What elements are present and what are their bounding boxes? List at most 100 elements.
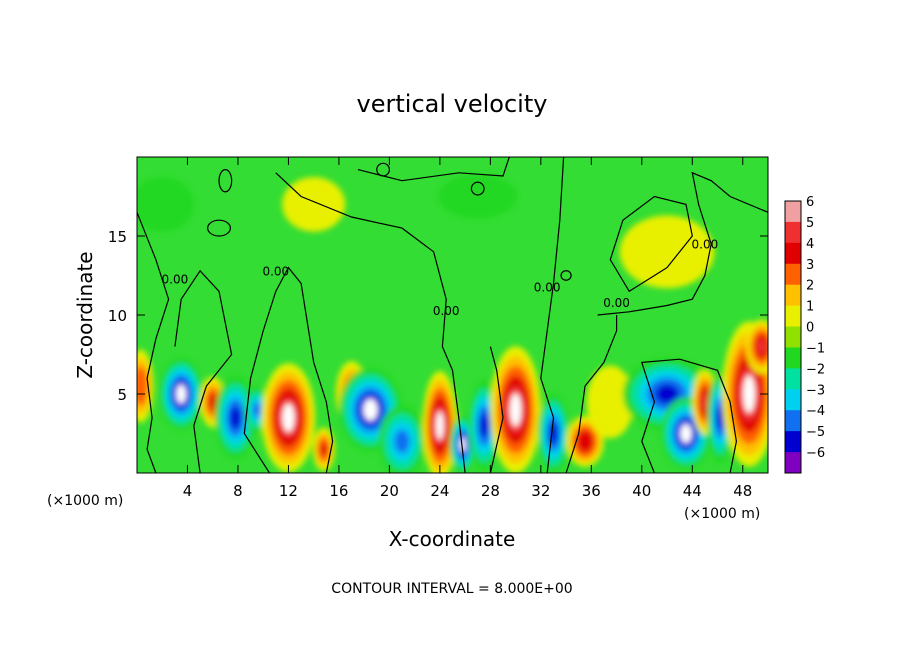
colorbar: 6 5 4 3 2 1 0 −1 −2 −3 −4 −5 −6 (784, 195, 825, 474)
velocity-cell (261, 363, 316, 473)
zero-contour-line (609, 195, 693, 293)
zero-contour-labels: 0.00 0.00 0.00 0.00 0.00 0.00 (162, 238, 719, 318)
small-contour (207, 219, 231, 237)
velocity-cell (282, 177, 346, 232)
colorbar-swatch (785, 263, 801, 286)
velocity-cell (660, 397, 712, 470)
zero-contours (137, 157, 768, 473)
zero-contour-line (489, 346, 504, 473)
y-tick-label: 5 (117, 386, 127, 404)
y-tick-label: 10 (108, 307, 127, 325)
velocity-core (509, 393, 522, 427)
x-tick-label: 24 (430, 482, 449, 500)
small-contour (376, 162, 390, 177)
x-tick-label: 16 (329, 482, 348, 500)
small-contour (218, 169, 233, 193)
velocity-band (208, 393, 217, 410)
contour-label: 0.00 (534, 280, 561, 294)
contour-label: 0.00 (433, 304, 460, 318)
x-axis: 4 8 12 16 20 24 28 32 36 40 44 48 (183, 157, 752, 500)
zero-contour-line (565, 315, 618, 473)
velocity-cell (449, 415, 476, 473)
velocity-band (282, 177, 346, 232)
x-tick-label: 40 (632, 482, 651, 500)
colorbar-swatch (785, 284, 801, 307)
colorbar-tick-label: 0 (806, 321, 814, 336)
x-tick-label: 20 (380, 482, 399, 500)
velocity-cell (619, 215, 715, 289)
colorbar-swatch (785, 305, 801, 328)
velocity-band (320, 442, 328, 457)
x-unit-label-right: (×1000 m) (684, 506, 760, 522)
x-tick-label: 8 (233, 482, 243, 500)
colorbar-swatch (785, 347, 801, 369)
velocity-cell (214, 375, 256, 460)
x-unit-label-left: (×1000 m) (47, 493, 123, 509)
contour-label: 0.00 (162, 272, 189, 286)
zero-contour-line (597, 171, 768, 316)
contour-label: 0.00 (262, 265, 289, 279)
velocity-cell (422, 371, 458, 473)
velocity-core (282, 403, 295, 432)
colorbar-tick-label: 2 (806, 279, 814, 294)
contour-label: 0.00 (692, 238, 719, 252)
colorbar-swatch (785, 431, 801, 453)
colorbar-tick-label: −4 (806, 404, 825, 419)
colorbar-tick-label: 3 (806, 258, 814, 273)
velocity-band (137, 177, 194, 232)
small-contour (470, 181, 485, 196)
zero-contour-line (243, 266, 334, 473)
velocity-core (680, 424, 692, 443)
small-contour (560, 270, 572, 281)
x-axis-label: X-coordinate (389, 527, 516, 551)
zero-contour-line (357, 157, 510, 182)
velocity-cell (159, 357, 204, 431)
velocity-band (394, 429, 410, 453)
zero-contour-line (275, 172, 466, 473)
colorbar-tick-label: 4 (806, 237, 814, 252)
velocity-core (435, 411, 444, 440)
velocity-cell (137, 177, 194, 232)
velocity-band (716, 405, 724, 430)
contour-interval-note: CONTOUR INTERVAL = 8.000E+00 (331, 581, 572, 597)
y-axis: 5 10 15 (108, 228, 768, 404)
colorbar-swatch (785, 368, 801, 390)
velocity-band (230, 406, 241, 429)
x-tick-label: 28 (481, 482, 500, 500)
velocity-band (757, 339, 766, 354)
colorbar-tick-label: −2 (806, 362, 825, 377)
colorbar-tick-label: −1 (806, 341, 825, 356)
velocity-cell (537, 393, 570, 473)
velocity-cell (137, 349, 154, 423)
velocity-cell (745, 319, 768, 374)
colorbar-tick-label: −6 (806, 446, 825, 461)
velocity-cell (490, 346, 541, 473)
chart-title: vertical velocity (357, 90, 548, 118)
x-tick-label: 12 (279, 482, 298, 500)
contour-label: 0.00 (603, 296, 630, 310)
colorbar-tick-label: −5 (806, 425, 825, 440)
velocity-core (363, 398, 378, 421)
colorbar-swatch (785, 410, 801, 432)
colorbar-tick-label: 1 (806, 300, 814, 315)
velocity-band (438, 174, 518, 219)
velocity-core (743, 375, 756, 413)
velocity-band (619, 215, 715, 289)
x-tick-label: 44 (683, 482, 702, 500)
zero-contour-line (640, 358, 738, 473)
plot-area: 0.00 0.00 0.00 0.00 0.00 0.00 (136, 156, 769, 474)
velocity-band (137, 374, 145, 398)
velocity-band (655, 384, 679, 404)
y-axis-label: Z-coordinate (73, 251, 97, 378)
zero-contour-line (174, 269, 233, 473)
x-tick-label: 4 (183, 482, 193, 500)
colorbar-swatch (785, 221, 801, 244)
velocity-band (596, 380, 625, 424)
colorbar-tick-label: −3 (806, 383, 825, 398)
y-tick-label: 15 (108, 228, 127, 246)
colorbar-tick-label: 5 (806, 216, 814, 231)
colorbar-tick-label: 6 (806, 195, 814, 210)
colorbar-swatch (785, 389, 801, 411)
colorbar-swatch (785, 326, 801, 348)
velocity-cell (378, 405, 426, 473)
